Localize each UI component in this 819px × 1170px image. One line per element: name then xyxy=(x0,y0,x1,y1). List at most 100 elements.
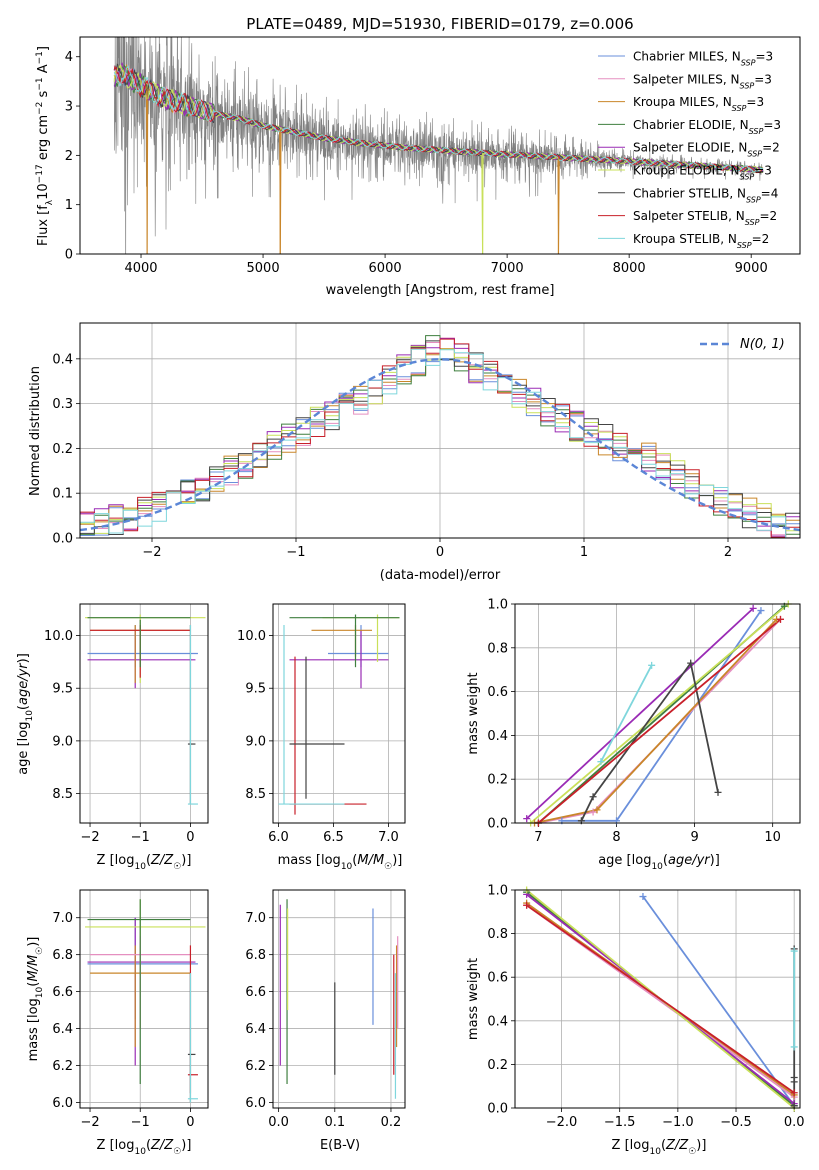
y-tick-label: 6.4 xyxy=(52,1022,73,1037)
x-axis-label: Z [log10(Z/Z☉)] xyxy=(612,1138,707,1157)
x-axis-label: age [log10(age/yr)] xyxy=(598,853,720,872)
plot-area-age-vs-Z xyxy=(80,604,208,823)
y-tick-label: 6.8 xyxy=(52,948,73,963)
weight-marker xyxy=(687,659,695,667)
legend-entry: Kroupa STELIB, NSSP=2 xyxy=(633,232,769,250)
x-axis-label: Z [log10(Z/Z☉)] xyxy=(97,853,192,872)
legend-entry: Kroupa MILES, NSSP=3 xyxy=(633,95,764,113)
axes-frame xyxy=(79,322,801,539)
weight-line xyxy=(534,618,778,823)
y-tick-label: 0.0 xyxy=(52,532,73,547)
y-tick-label: 0.6 xyxy=(487,971,508,986)
x-tick-label: −1.5 xyxy=(604,1115,636,1130)
panel-age-vs-mass: 6.0 6.5 7.0 8.5 9.0 9.5 10.0 mass [log10(M/M☉)] xyxy=(237,603,406,872)
axes-frame xyxy=(514,603,801,824)
x-tick-label: −0.5 xyxy=(720,1115,752,1130)
legend-entry: Kroupa ELODIE, NSSP=3 xyxy=(633,164,772,182)
y-tick-label: 1 xyxy=(65,198,73,213)
y-tick-label: 0.3 xyxy=(52,397,73,412)
legend-entry: Salpeter ELODIE, NSSP=2 xyxy=(633,141,780,159)
y-tick-label: 0 xyxy=(65,248,73,263)
x-tick-label: 8 xyxy=(612,830,620,845)
plot-area-mass-weight-vs-Z xyxy=(515,890,800,1108)
x-tick-label: 8000 xyxy=(613,261,646,276)
x-axis-label: wavelength [Angstrom, rest frame] xyxy=(326,283,555,298)
x-tick-label: 7000 xyxy=(491,261,524,276)
weight-marker xyxy=(593,806,601,814)
weight-marker xyxy=(790,947,798,955)
x-tick-label: 0.0 xyxy=(784,1115,805,1130)
x-tick-label: 9 xyxy=(690,830,698,845)
legend-entry: Chabrier MILES, NSSP=3 xyxy=(633,50,773,68)
x-tick-label: 1 xyxy=(580,545,588,560)
x-axis-label: mass [log10(M/M☉)] xyxy=(278,853,403,872)
x-axis-label: E(B-V) xyxy=(320,1138,360,1153)
weight-marker xyxy=(790,1089,798,1097)
plot-area-residuals xyxy=(80,323,800,538)
y-tick-label: 7.0 xyxy=(52,911,73,926)
x-tick-label: −1 xyxy=(131,1115,150,1130)
x-tick-label: 0 xyxy=(436,545,444,560)
x-tick-label: −2.0 xyxy=(546,1115,578,1130)
y-axis-label: age [log10(age/yr)] xyxy=(16,653,35,775)
y-tick-label: 1.0 xyxy=(487,598,508,613)
y-tick-label: 0.4 xyxy=(487,1014,508,1029)
x-tick-label: 0.2 xyxy=(381,1115,402,1130)
x-tick-label: 4000 xyxy=(124,261,157,276)
y-tick-label: 0.6 xyxy=(487,685,508,700)
y-tick-label: 6.2 xyxy=(245,1059,266,1074)
y-tick-label: 6.0 xyxy=(245,1096,266,1111)
x-tick-label: −2 xyxy=(80,830,99,845)
x-tick-label: 6.0 xyxy=(268,830,289,845)
panel-mass-vs-Z: −2 −1 0 6.0 6.2 6.4 6.6 6.8 7.0 Z [log10(Z/Z☉)] ma… xyxy=(26,889,209,1157)
plot-area-mass-weight-vs-age xyxy=(515,604,800,823)
panel-mass-weight-vs-Z: −2.0 −1.5 −1.0 −0.5 0.0 0.0 0.2 0.4 0.6 0.8 1.0 Z [… xyxy=(466,884,805,1158)
axes-frame xyxy=(272,603,406,824)
weight-line xyxy=(537,618,782,823)
weight-marker xyxy=(714,788,722,796)
x-axis-label: (data-model)/error xyxy=(380,568,501,583)
x-axis-label: Z [log10(Z/Z☉)] xyxy=(97,1138,192,1157)
y-tick-label: 8.5 xyxy=(52,787,73,802)
model-line xyxy=(113,65,763,174)
x-tick-label: 7 xyxy=(534,830,542,845)
axes-frame xyxy=(272,889,406,1109)
x-tick-label: 10 xyxy=(764,830,781,845)
y-tick-label: 6.8 xyxy=(245,948,266,963)
y-tick-label: 0.0 xyxy=(487,817,508,832)
y-tick-label: 0.2 xyxy=(487,773,508,788)
y-tick-label: 9.0 xyxy=(52,734,73,749)
y-axis-label: mass weight xyxy=(466,958,481,1040)
x-tick-label: 6.5 xyxy=(323,830,344,845)
x-tick-label: 7.0 xyxy=(378,830,399,845)
weight-marker xyxy=(790,1073,798,1081)
y-tick-label: 3 xyxy=(65,100,73,115)
y-tick-label: 6.2 xyxy=(52,1059,73,1074)
weight-marker xyxy=(776,615,784,623)
y-tick-label: 0.0 xyxy=(487,1102,508,1117)
weight-marker xyxy=(790,1043,798,1051)
plot-area-mass-vs-ebv xyxy=(273,890,405,1108)
weight-marker xyxy=(523,815,531,823)
weight-marker xyxy=(749,604,757,612)
weight-marker xyxy=(589,808,597,816)
x-tick-label: 6000 xyxy=(369,261,402,276)
panel-residuals: −2 −1 0 1 2 0.0 0.1 0.2 0.3 0.4 N(0, 1) (data-model… xyxy=(28,322,801,583)
axes-frame xyxy=(79,36,801,255)
legend-entry: Salpeter STELIB, NSSP=2 xyxy=(633,209,777,227)
panel-mass-weight-vs-age: 7 8 9 10 0.0 0.2 0.4 0.6 0.8 1.0 age [log10(age/yr… xyxy=(466,598,801,872)
x-tick-label: 0.1 xyxy=(324,1115,345,1130)
x-tick-label: 0 xyxy=(186,830,194,845)
y-tick-label: 9.5 xyxy=(245,682,266,697)
y-tick-label: 0.8 xyxy=(487,641,508,656)
weight-marker xyxy=(639,893,647,901)
legend-entry: N(0, 1) xyxy=(740,337,785,352)
x-tick-label: −2 xyxy=(80,1115,99,1130)
y-tick-label: 9.0 xyxy=(245,734,266,749)
y-tick-label: 0.4 xyxy=(487,729,508,744)
y-tick-label: 0.4 xyxy=(52,352,73,367)
histogram-step xyxy=(80,348,800,538)
weight-marker xyxy=(589,793,597,801)
weight-marker xyxy=(597,758,605,766)
